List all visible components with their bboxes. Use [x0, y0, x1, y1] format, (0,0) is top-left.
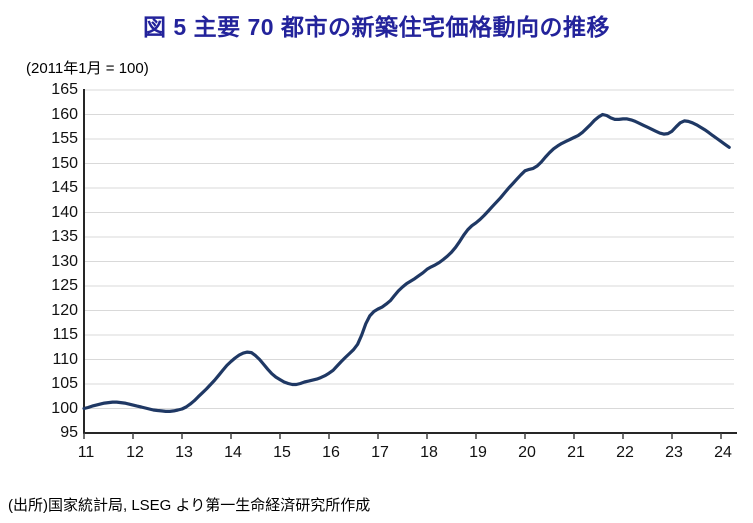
new-home-price-index-series [82, 112, 731, 413]
y-axis-label-120: 120 [51, 301, 78, 319]
y-axis-label-100: 100 [51, 399, 78, 417]
x-axis-label-15: 15 [273, 444, 291, 461]
chart-title: 図 5 主要 70 都市の新築住宅価格動向の推移 [143, 14, 610, 40]
x-axis-label-17: 17 [371, 444, 389, 461]
x-axis-label-23: 23 [665, 444, 683, 461]
y-axis-label-135: 135 [51, 228, 78, 245]
x-axis-label-14: 14 [224, 444, 242, 461]
x-axis-label-16: 16 [322, 444, 340, 461]
gridlines [84, 89, 734, 409]
x-axis-label-13: 13 [175, 444, 193, 461]
y-axis-label-160: 160 [51, 105, 78, 123]
x-axis-label-24: 24 [714, 444, 732, 461]
x-axis-label-12: 12 [126, 444, 144, 461]
y-axis-label-130: 130 [51, 252, 78, 270]
y-axis-label-155: 155 [51, 130, 78, 147]
source-note: (出所)国家統計局, LSEG より第一生命経済研究所作成 [8, 497, 371, 514]
y-axis-label-105: 105 [51, 375, 78, 392]
x-axis-label-19: 19 [469, 444, 487, 461]
y-axis-label-125: 125 [51, 277, 78, 294]
x-axis-label-22: 22 [616, 444, 634, 461]
y-axis-label-150: 150 [51, 154, 78, 172]
price-index-line [82, 112, 731, 413]
y-axis-label-95: 95 [60, 424, 78, 441]
x-axis-label-18: 18 [420, 444, 438, 461]
y-axis-label-140: 140 [51, 203, 78, 221]
y-axis-label-165: 165 [51, 81, 78, 98]
x-axis-label-21: 21 [567, 444, 585, 461]
x-axis-label-20: 20 [518, 444, 536, 461]
x-axis-label-11: 11 [77, 444, 95, 461]
x-tick-marks [83, 433, 722, 439]
y-axis-label-110: 110 [52, 350, 78, 368]
axes [83, 89, 737, 434]
y-axis-label-145: 145 [51, 179, 78, 196]
chart-unit-note: (2011年1月 = 100) [26, 60, 149, 77]
y-axis-label-115: 115 [52, 326, 78, 343]
